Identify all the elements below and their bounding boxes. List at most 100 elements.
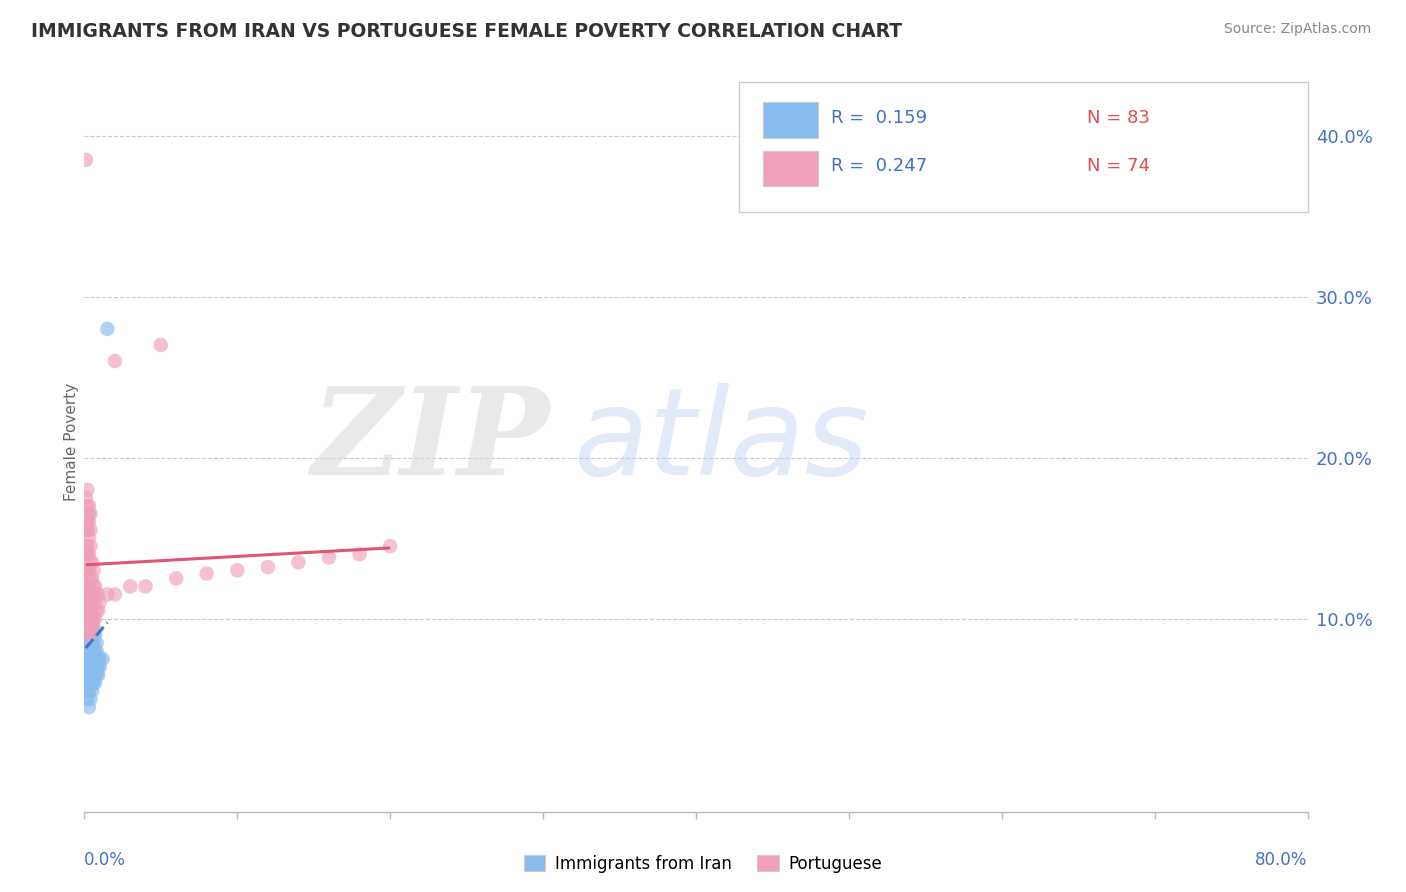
Point (86, 636, 108, 650)
Point (380, 539, 402, 553)
Text: atlas: atlas (574, 383, 869, 500)
Point (77, 499, 100, 513)
Point (77, 684, 100, 698)
Text: N = 83: N = 83 (1087, 109, 1150, 127)
Point (76, 563, 98, 577)
Point (80, 660, 103, 674)
Point (84, 676, 107, 690)
Point (287, 555, 309, 569)
Point (79, 611, 101, 625)
Point (84, 644, 107, 658)
Point (79, 507, 101, 521)
Point (77, 676, 100, 690)
Point (79, 619, 101, 633)
Text: N = 74: N = 74 (1087, 157, 1150, 175)
Point (76, 515, 98, 529)
Point (77, 595, 100, 609)
Text: R =  0.159: R = 0.159 (831, 109, 927, 127)
Legend: Immigrants from Iran, Portuguese: Immigrants from Iran, Portuguese (517, 848, 889, 880)
Point (80, 571, 103, 585)
Point (135, 579, 157, 593)
Point (77, 700, 100, 714)
Point (77, 603, 100, 617)
Point (77, 531, 100, 545)
Point (79, 619, 101, 633)
Point (75, 507, 97, 521)
Point (77, 587, 100, 601)
Point (76, 636, 98, 650)
Text: Source: ZipAtlas.com: Source: ZipAtlas.com (1223, 22, 1371, 37)
Point (226, 563, 249, 577)
Point (75, 515, 97, 529)
Point (75, 587, 97, 601)
Point (349, 547, 371, 561)
Point (76, 619, 98, 633)
Point (80, 619, 103, 633)
Point (87, 652, 110, 666)
Point (104, 354, 127, 368)
Text: ZIP: ZIP (311, 383, 550, 500)
Point (96, 587, 118, 601)
Point (75, 563, 97, 577)
Point (80, 636, 103, 650)
Point (75, 603, 97, 617)
Point (80, 619, 103, 633)
Point (83, 579, 105, 593)
Point (86, 603, 108, 617)
Point (80, 555, 103, 569)
Point (80, 628, 103, 642)
Point (80, 668, 103, 682)
Text: 80.0%: 80.0% (1256, 851, 1308, 869)
Point (79, 660, 101, 674)
Text: R =  0.247: R = 0.247 (831, 157, 927, 175)
Point (84, 611, 107, 625)
Point (75, 644, 97, 658)
Point (75, 660, 97, 674)
Point (89, 595, 111, 609)
Point (79, 555, 101, 569)
Point (79, 628, 101, 642)
Point (76, 579, 98, 593)
Point (75, 547, 97, 561)
Point (76, 523, 98, 537)
Point (77, 619, 100, 633)
Point (96, 322, 118, 336)
Point (76, 587, 98, 601)
Point (79, 676, 101, 690)
Point (149, 338, 172, 352)
Point (77, 644, 100, 658)
Point (87, 603, 110, 617)
Point (76, 595, 98, 609)
Point (83, 668, 105, 682)
Point (89, 660, 111, 674)
Point (76, 628, 98, 642)
Point (75, 684, 97, 698)
Point (79, 668, 101, 682)
Point (89, 652, 111, 666)
Point (79, 636, 101, 650)
Point (79, 571, 101, 585)
Point (77, 668, 100, 682)
Point (83, 636, 105, 650)
Point (76, 611, 98, 625)
Point (75, 611, 97, 625)
Point (79, 587, 101, 601)
Point (77, 579, 100, 593)
Point (84, 652, 107, 666)
Point (77, 507, 100, 521)
Point (76, 628, 98, 642)
Point (75, 539, 97, 553)
Point (84, 579, 107, 593)
Point (77, 595, 100, 609)
Point (76, 676, 98, 690)
Point (77, 547, 100, 561)
Point (91, 652, 114, 666)
Point (83, 611, 105, 625)
Point (79, 603, 101, 617)
Point (75, 619, 97, 633)
Point (76, 644, 98, 658)
Point (76, 499, 98, 513)
Point (86, 660, 108, 674)
Point (75, 579, 97, 593)
Point (77, 563, 100, 577)
